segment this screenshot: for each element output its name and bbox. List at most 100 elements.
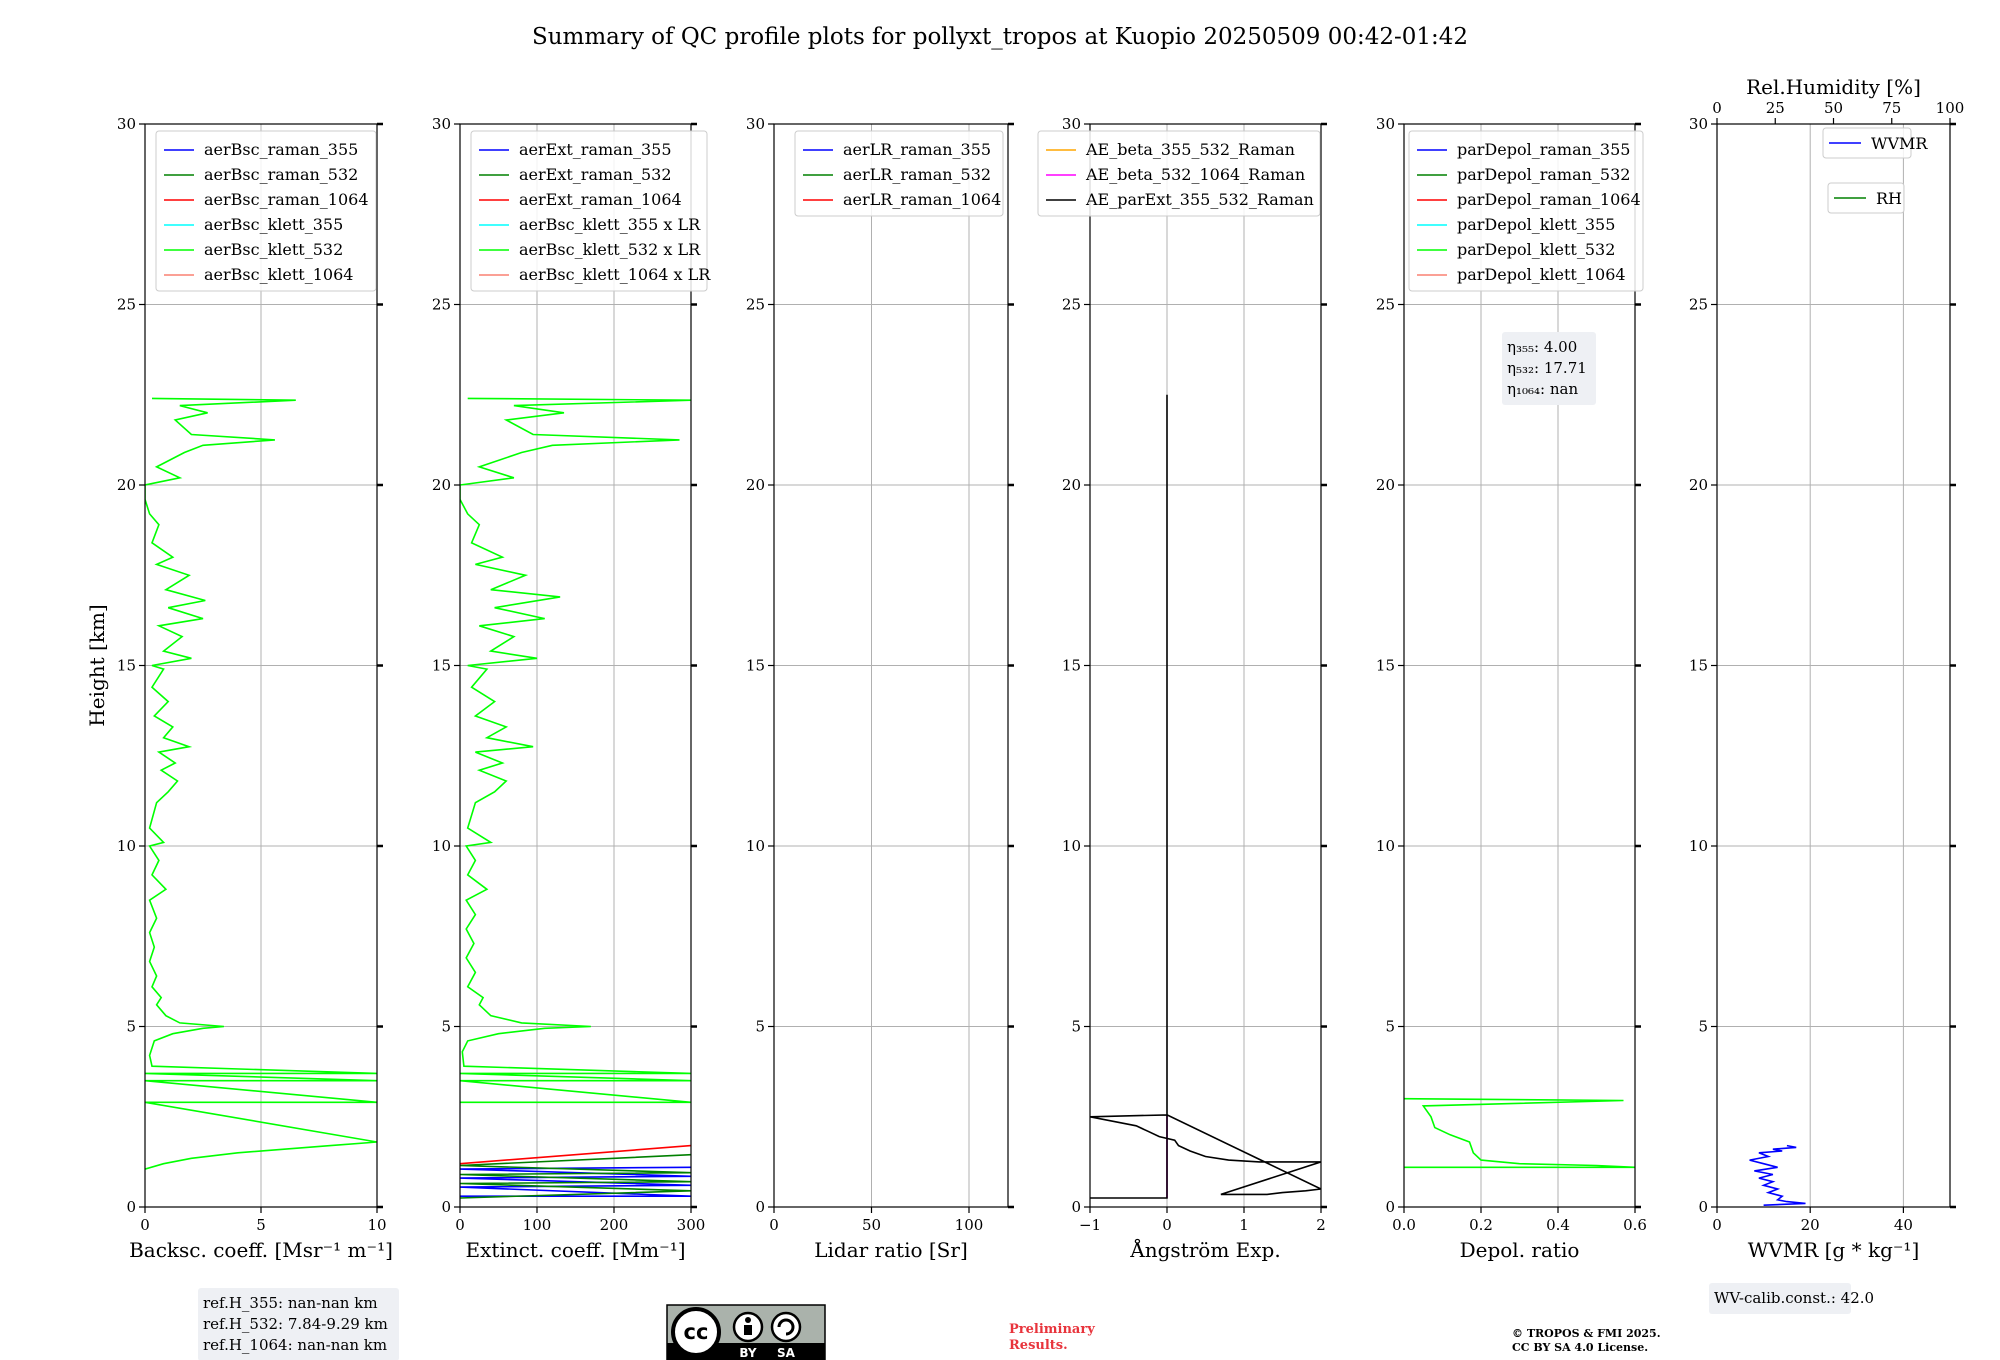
legend-label: parDepol_klett_1064 xyxy=(1457,265,1626,284)
y-tick-label: 25 xyxy=(117,296,136,314)
top-x-tick-label: 75 xyxy=(1882,99,1901,117)
legend-RH: RH xyxy=(1827,182,1905,214)
legend-label: parDepol_raman_532 xyxy=(1457,165,1630,184)
annotation-line: WV-calib.const.: 42.0 xyxy=(1714,1289,1874,1307)
y-tick-label: 30 xyxy=(432,115,451,133)
legend-label: aerBsc_klett_355 x LR xyxy=(519,215,701,234)
annotation-line: η₅₃₂: 17.71 xyxy=(1507,359,1587,377)
x-tick-label: 0.4 xyxy=(1546,1216,1570,1234)
legend-label: RH xyxy=(1876,189,1902,208)
y-tick-label: 5 xyxy=(441,1018,451,1036)
legend-label: aerBsc_klett_532 xyxy=(204,240,343,259)
y-tick-label: 25 xyxy=(746,296,765,314)
y-tick-label: 15 xyxy=(746,657,765,675)
y-tick-label: 25 xyxy=(1689,296,1708,314)
annotation-line: η₃₅₅: 4.00 xyxy=(1507,338,1577,356)
legend-label: aerBsc_klett_1064 x LR xyxy=(519,265,711,284)
y-tick-label: 5 xyxy=(1385,1018,1395,1036)
legend-label: AE_beta_355_532_Raman xyxy=(1085,140,1295,159)
y-tick-label: 0 xyxy=(1698,1198,1708,1216)
x-axis-label: Extinct. coeff. [Mm⁻¹] xyxy=(465,1238,685,1262)
y-tick-label: 0 xyxy=(441,1198,451,1216)
x-tick-label: 300 xyxy=(677,1216,706,1234)
annotation-line: ref.H_355: nan-nan km xyxy=(203,1294,378,1312)
svg-text:SA: SA xyxy=(777,1346,796,1360)
x-tick-label: −1 xyxy=(1079,1216,1101,1234)
x-tick-label: 20 xyxy=(1801,1216,1820,1234)
y-tick-label: 20 xyxy=(1062,476,1081,494)
svg-text:cc: cc xyxy=(684,1320,709,1344)
y-tick-label: 10 xyxy=(1376,837,1395,855)
legend-label: aerExt_raman_532 xyxy=(519,165,672,184)
x-tick-label: 0.6 xyxy=(1623,1216,1647,1234)
series-line-aerBsc_klett_532 x LR xyxy=(460,397,691,1104)
series-line-aerExt_raman_1064 xyxy=(460,1144,691,1165)
legend-label: aerLR_raman_355 xyxy=(843,140,991,159)
x-tick-label: 1 xyxy=(1239,1216,1249,1234)
legend-label: aerBsc_klett_1064 xyxy=(204,265,353,284)
legend-label: aerBsc_klett_532 x LR xyxy=(519,240,701,259)
legend-label: parDepol_raman_355 xyxy=(1457,140,1630,159)
series-line-WVMR xyxy=(1749,1144,1806,1206)
annotation-line: η₁₀₆₄: nan xyxy=(1507,380,1578,398)
y-tick-label: 30 xyxy=(1062,115,1081,133)
legend-label: parDepol_klett_532 xyxy=(1457,240,1615,259)
x-tick-label: 10 xyxy=(367,1216,386,1234)
series-line-aerExt_raman_532 xyxy=(460,1153,691,1199)
y-tick-label: 15 xyxy=(1376,657,1395,675)
legend-label: aerLR_raman_1064 xyxy=(843,190,1001,209)
annotation-box: WV-calib.const.: 42.0 xyxy=(1709,1283,1874,1314)
legend: aerExt_raman_355 aerExt_raman_532 aerExt_r… xyxy=(470,130,711,292)
legend-WVMR: WVMR xyxy=(1822,127,1928,159)
y-tick-label: 20 xyxy=(1376,476,1395,494)
x-tick-label: 0 xyxy=(455,1216,465,1234)
x-axis-label: Depol. ratio xyxy=(1460,1238,1580,1262)
y-tick-label: 30 xyxy=(746,115,765,133)
figure-title: Summary of QC profile plots for pollyxt_… xyxy=(532,24,1468,50)
x-tick-label: 0.2 xyxy=(1469,1216,1493,1234)
license-label: CC BY SA 4.0 License. xyxy=(1512,1341,1648,1354)
y-tick-label: 5 xyxy=(1071,1018,1081,1036)
annotation-box: ref.H_355: nan-nan km ref.H_532: 7.84-9.2… xyxy=(198,1288,399,1360)
x-axis-label: Backsc. coeff. [Msr⁻¹ m⁻¹] xyxy=(129,1238,393,1262)
y-tick-label: 20 xyxy=(1689,476,1708,494)
y-axis-label: Height [km] xyxy=(85,604,109,726)
y-tick-label: 15 xyxy=(1689,657,1708,675)
x-tick-label: 0.0 xyxy=(1392,1216,1416,1234)
y-tick-label: 30 xyxy=(1376,115,1395,133)
cc-icon xyxy=(671,1307,721,1357)
series-line-aerExt_raman_355 xyxy=(460,1166,691,1197)
preliminary-label: Preliminary xyxy=(1009,1322,1095,1337)
legend: parDepol_raman_355 parDepol_raman_532 parD… xyxy=(1408,130,1644,292)
annotation-box: η₃₅₅: 4.00 η₅₃₂: 17.71 η₁₀₆₄: nan xyxy=(1502,332,1596,405)
y-tick-label: 25 xyxy=(432,296,451,314)
annotation-line: ref.H_532: 7.84-9.29 km xyxy=(203,1315,388,1333)
top-axis-label: Rel.Humidity [%] xyxy=(1746,75,1921,99)
y-tick-label: 5 xyxy=(1698,1018,1708,1036)
legend-label: parDepol_klett_355 xyxy=(1457,215,1615,234)
y-tick-label: 10 xyxy=(1689,837,1708,855)
legend-label: aerBsc_raman_355 xyxy=(204,140,358,159)
annotation-line: ref.H_1064: nan-nan km xyxy=(203,1336,387,1354)
series-line-parDepol_klett_532 xyxy=(1404,1097,1635,1169)
x-tick-label: 0 xyxy=(140,1216,150,1234)
x-tick-label: 100 xyxy=(523,1216,552,1234)
legend: aerBsc_raman_355 aerBsc_raman_532 aerBsc_r… xyxy=(155,130,377,292)
x-tick-label: 0 xyxy=(1162,1216,1172,1234)
x-tick-label: 40 xyxy=(1894,1216,1913,1234)
x-tick-label: 2 xyxy=(1316,1216,1326,1234)
legend-label: aerBsc_raman_1064 xyxy=(204,190,369,209)
x-tick-label: 5 xyxy=(256,1216,266,1234)
x-tick-label: 0 xyxy=(769,1216,779,1234)
legend-label: aerBsc_raman_532 xyxy=(204,165,358,184)
y-tick-label: 25 xyxy=(1062,296,1081,314)
y-tick-label: 0 xyxy=(126,1198,136,1216)
y-tick-label: 0 xyxy=(1071,1198,1081,1216)
legend-label: AE_beta_532_1064_Raman xyxy=(1085,165,1305,184)
top-x-tick-label: 25 xyxy=(1766,99,1785,117)
copyright-label: © TROPOS & FMI 2025. xyxy=(1512,1327,1661,1340)
y-tick-label: 25 xyxy=(1376,296,1395,314)
